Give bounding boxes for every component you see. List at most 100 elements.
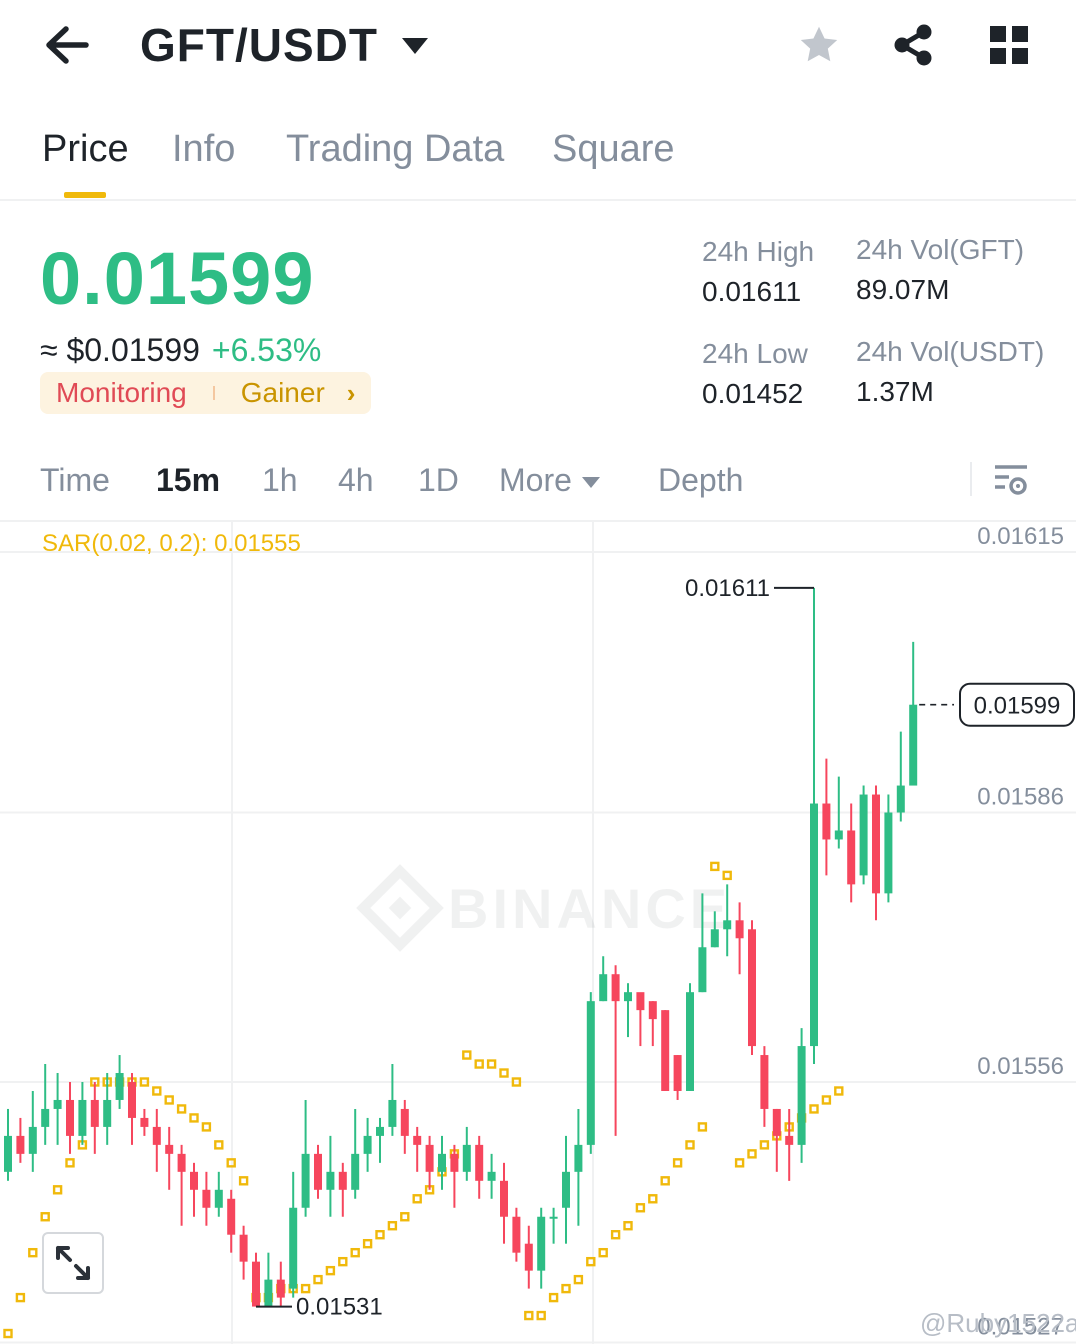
candle-27 bbox=[338, 1162, 347, 1217]
candle-7 bbox=[90, 1082, 99, 1154]
back-button[interactable] bbox=[40, 22, 100, 68]
candle-body-11 bbox=[140, 1117, 149, 1127]
interval-more[interactable]: More bbox=[499, 462, 600, 499]
candle-body-36 bbox=[450, 1153, 459, 1172]
candle-71 bbox=[884, 794, 893, 903]
candle-44 bbox=[549, 1207, 558, 1244]
tab-info[interactable]: Info bbox=[172, 128, 236, 170]
candle-body-47 bbox=[586, 1001, 595, 1145]
candle-body-28 bbox=[351, 1153, 360, 1190]
candle-body-46 bbox=[574, 1144, 583, 1172]
y-axis-labels: 0.01615 0.01586 0.01556 0.01527 bbox=[977, 523, 1064, 1341]
chart-annotations: 0.01611 0.01531 0.01599 bbox=[256, 575, 1075, 1321]
sar-dot-4 bbox=[52, 1185, 63, 1195]
gainer-badge[interactable]: Gainer bbox=[240, 377, 325, 408]
sar-dot-27 bbox=[338, 1256, 348, 1267]
tab-square[interactable]: Square bbox=[552, 128, 675, 170]
sar-dot-55 bbox=[685, 1140, 695, 1150]
interval-1d[interactable]: 1D bbox=[418, 462, 459, 498]
depth-tab[interactable]: Depth bbox=[658, 462, 744, 498]
candle-69 bbox=[859, 785, 868, 885]
favorite-button[interactable] bbox=[796, 22, 842, 73]
candle-10 bbox=[128, 1073, 136, 1145]
chart-settings-button[interactable] bbox=[992, 462, 1030, 505]
candle-45 bbox=[562, 1135, 570, 1244]
candle-body-2 bbox=[28, 1126, 37, 1154]
sar-dot-65 bbox=[809, 1104, 819, 1114]
candle-51 bbox=[636, 992, 645, 1047]
candle-body-58 bbox=[723, 920, 732, 930]
candle-body-53 bbox=[661, 1010, 670, 1091]
candle-53 bbox=[661, 1010, 670, 1091]
candle-body-17 bbox=[214, 1189, 223, 1208]
expand-icon bbox=[56, 1246, 90, 1280]
candle-65 bbox=[810, 587, 818, 1065]
caret-down-icon[interactable] bbox=[400, 36, 430, 56]
interval-4h[interactable]: 4h bbox=[338, 462, 374, 498]
candle-8 bbox=[103, 1073, 112, 1145]
tag-badges[interactable]: Monitoring Gainer › bbox=[40, 372, 372, 414]
candle-38 bbox=[475, 1135, 484, 1199]
candle-37 bbox=[462, 1126, 471, 1181]
sar-dot-57 bbox=[710, 861, 720, 872]
candle-15 bbox=[190, 1162, 198, 1217]
candle-40 bbox=[500, 1162, 508, 1244]
price-chart[interactable]: BINANCE 0.01615 0.01586 0.01556 0.01527 0.0… bbox=[0, 522, 1076, 1344]
candle-body-18 bbox=[227, 1198, 236, 1235]
usd-price-row: ≈ $0.01599 +6.53% bbox=[40, 332, 321, 369]
candle-body-16 bbox=[202, 1189, 211, 1208]
candle-body-60 bbox=[748, 929, 756, 1047]
candle-22 bbox=[276, 1261, 285, 1307]
candle-18 bbox=[227, 1189, 236, 1253]
last-price-label: 0.01599 bbox=[974, 693, 1061, 720]
candle-42 bbox=[524, 1225, 533, 1289]
candle-body-24 bbox=[301, 1153, 310, 1208]
candle-body-50 bbox=[624, 992, 632, 1002]
interval-time[interactable]: Time bbox=[40, 462, 110, 498]
candle-49 bbox=[611, 965, 620, 1136]
candle-67 bbox=[834, 776, 843, 849]
pair-title[interactable]: GFT/USDT bbox=[140, 19, 378, 71]
candle-33 bbox=[413, 1126, 422, 1172]
candle-body-62 bbox=[772, 1108, 781, 1136]
candle-41 bbox=[512, 1207, 521, 1262]
monitoring-badge[interactable]: Monitoring bbox=[56, 377, 187, 408]
candle-23 bbox=[289, 1171, 298, 1298]
candle-59 bbox=[735, 902, 744, 975]
badge-separator bbox=[212, 386, 215, 400]
candle-48 bbox=[599, 956, 608, 1002]
candle-5 bbox=[66, 1082, 74, 1154]
candle-body-70 bbox=[872, 794, 880, 894]
vol-base-value: 89.07M bbox=[856, 274, 950, 305]
candle-body-73 bbox=[909, 704, 918, 786]
candle-body-9 bbox=[115, 1073, 124, 1100]
candle-43 bbox=[537, 1207, 546, 1289]
interval-more-label: More bbox=[499, 462, 572, 498]
sar-dot-14 bbox=[176, 1104, 187, 1114]
candle-54 bbox=[673, 1055, 682, 1100]
sar-dot-42 bbox=[524, 1310, 534, 1321]
usd-approx-price: ≈ $0.01599 bbox=[40, 332, 200, 368]
candle-3 bbox=[41, 1064, 50, 1145]
grid-menu-button[interactable] bbox=[988, 24, 1030, 71]
interval-1h[interactable]: 1h bbox=[262, 462, 298, 498]
high-annotation-label: 0.01611 bbox=[685, 575, 770, 602]
candle-body-26 bbox=[326, 1171, 335, 1190]
candle-31 bbox=[388, 1064, 397, 1136]
tab-trading-data[interactable]: Trading Data bbox=[286, 128, 505, 170]
candle-68 bbox=[847, 803, 856, 903]
sar-dot-39 bbox=[486, 1059, 497, 1069]
sar-dot-43 bbox=[536, 1310, 546, 1321]
active-tab-indicator bbox=[64, 192, 106, 198]
candle-46 bbox=[574, 1108, 583, 1226]
expand-chart-button[interactable] bbox=[42, 1232, 104, 1294]
interval-15m[interactable]: 15m bbox=[156, 462, 221, 498]
sar-dot-51 bbox=[635, 1203, 646, 1213]
candle-body-56 bbox=[698, 947, 707, 993]
price-change-percent: +6.53% bbox=[211, 332, 322, 368]
candle-body-44 bbox=[549, 1216, 558, 1219]
candle-body-25 bbox=[314, 1153, 322, 1190]
share-button[interactable] bbox=[890, 22, 936, 73]
tab-price[interactable]: Price bbox=[42, 128, 129, 170]
sar-dot-2 bbox=[28, 1247, 38, 1258]
